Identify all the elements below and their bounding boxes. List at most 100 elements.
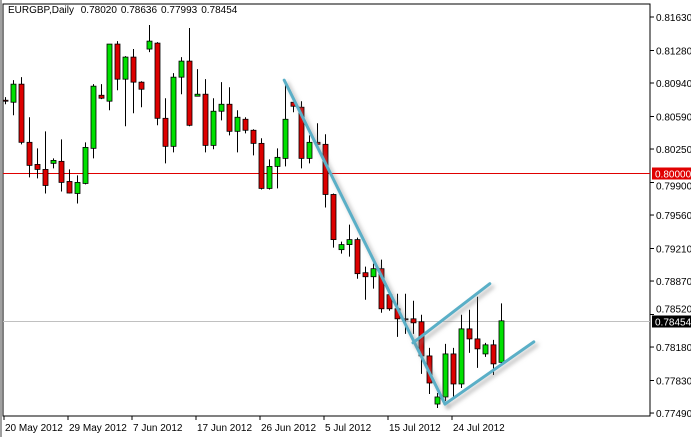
y-tick-label: 0.80940: [656, 79, 691, 90]
candle-body: [442, 353, 449, 398]
candle: [122, 56, 129, 127]
y-tick-label: 0.80250: [656, 145, 691, 156]
candle-body: [482, 344, 489, 355]
candle-body: [26, 141, 33, 166]
candle: [362, 266, 369, 300]
candle-body: [370, 268, 377, 278]
candle: [162, 98, 169, 164]
candle-body: [410, 318, 417, 324]
chart-header: EURGBP,Daily 0.78020 0.78636 0.77993 0.7845…: [8, 5, 241, 16]
candle: [66, 169, 73, 194]
price-label-box: [652, 167, 691, 180]
trendline: [411, 282, 492, 345]
candle-body: [258, 142, 265, 189]
candle: [498, 303, 505, 365]
candle: [218, 82, 225, 121]
candle: [90, 84, 97, 159]
candle: [266, 159, 273, 190]
candle: [466, 309, 473, 353]
candle-body: [306, 141, 313, 159]
price-label: 0.78454: [655, 318, 691, 329]
candle: [26, 117, 33, 178]
y-tick-label: 0.79900: [656, 182, 691, 193]
candle: [346, 224, 353, 257]
candle-body: [282, 118, 289, 159]
y-tick-label: 0.80590: [656, 112, 691, 123]
symbol-timeframe: EURGBP,Daily: [8, 5, 74, 16]
y-tick-label: 0.78870: [656, 277, 691, 288]
candle-body: [114, 43, 121, 80]
y-tick-label: 0.79210: [656, 245, 691, 256]
candle: [154, 42, 161, 126]
y-tick-label: 0.78180: [656, 343, 691, 354]
candle-body: [90, 85, 97, 149]
candle-body: [10, 83, 17, 103]
candle-body: [218, 103, 225, 112]
plot-area: [2, 3, 651, 417]
candle-body: [346, 239, 353, 245]
candle: [306, 135, 313, 164]
candle: [474, 296, 481, 368]
candle-body: [186, 60, 193, 126]
candle-body: [82, 146, 89, 184]
candle: [194, 69, 201, 97]
candle: [234, 110, 241, 153]
candle: [146, 25, 153, 53]
candle-body: [250, 129, 257, 144]
candle: [10, 80, 17, 116]
candle: [370, 263, 377, 289]
candle: [106, 43, 113, 111]
candle-body: [242, 118, 249, 131]
x-tick-label: 5 Jul 2012: [325, 423, 372, 434]
candle: [130, 49, 137, 114]
candle-body: [330, 194, 337, 241]
candle: [450, 347, 457, 399]
candle: [274, 148, 281, 189]
candle-body: [226, 103, 233, 132]
candle-body: [154, 42, 161, 119]
x-tick-label: 29 May 2012: [69, 423, 127, 434]
candle: [82, 142, 89, 185]
candle: [114, 41, 121, 91]
candle: [34, 148, 41, 179]
trendline: [282, 78, 447, 406]
candle-body: [274, 156, 281, 167]
candle: [186, 28, 193, 127]
y-tick-label: 0.77490: [656, 409, 691, 420]
candle-body: [466, 328, 473, 340]
y-tick-label: 0.81280: [656, 46, 691, 57]
price-label-box: [652, 315, 691, 328]
candle-body: [234, 116, 241, 132]
candle: [98, 84, 105, 100]
x-tick-label: 26 Jun 2012: [261, 423, 316, 434]
candle-body: [490, 344, 497, 365]
candle-body: [354, 239, 361, 275]
candle-body: [434, 396, 441, 405]
candle: [210, 98, 217, 150]
candle-body: [338, 244, 345, 251]
candle-body: [498, 320, 505, 363]
candle: [410, 300, 417, 334]
candle: [226, 87, 233, 136]
candle: [58, 139, 65, 192]
candle-body: [202, 93, 209, 146]
candle: [482, 342, 489, 357]
high-value: 0.78636: [120, 5, 158, 16]
candle-body: [42, 168, 49, 186]
y-tick-label: 0.77830: [656, 377, 691, 388]
candle: [354, 237, 361, 279]
candle: [74, 175, 81, 204]
candle: [170, 73, 177, 153]
candle-body: [130, 56, 137, 83]
candle-body: [58, 160, 65, 183]
x-tick-label: 7 Jun 2012: [133, 423, 183, 434]
candle-body: [50, 160, 57, 164]
candle-body: [2, 99, 9, 102]
y-tick-label: 0.78520: [656, 305, 691, 316]
candle-body: [98, 94, 105, 99]
candle-body: [450, 353, 457, 385]
close-value: 0.78454: [201, 5, 238, 16]
x-tick-label: 20 May 2012: [5, 423, 63, 434]
candle-body: [194, 93, 201, 97]
